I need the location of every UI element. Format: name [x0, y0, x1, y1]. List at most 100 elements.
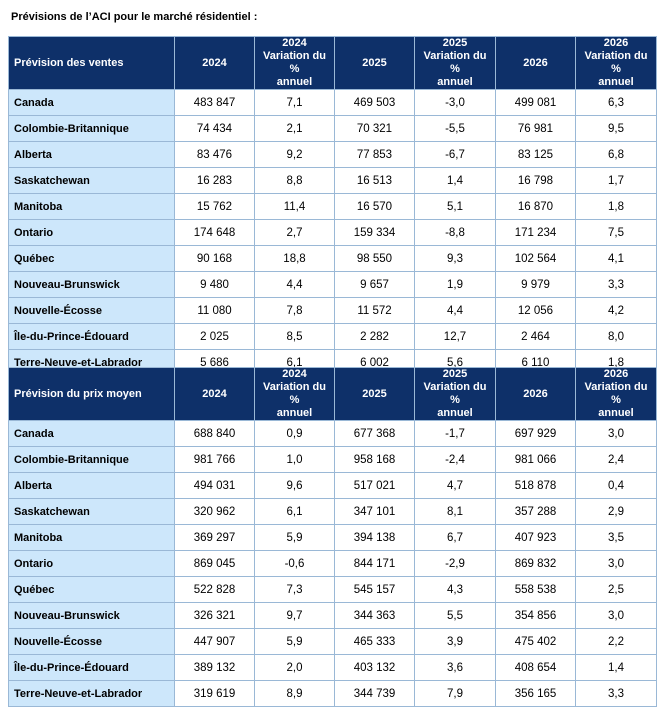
table-cell: 558 538 — [495, 576, 576, 603]
table-cell: 8,9 — [254, 680, 335, 707]
table-cell: 6,3 — [575, 89, 657, 116]
table-cell: 9,7 — [254, 602, 335, 629]
table-cell: 15 762 — [174, 193, 255, 220]
table-row: Canada 483 847 7,1 469 503 -3,0 499 081 6,3 — [8, 89, 657, 116]
table-cell: 7,3 — [254, 576, 335, 603]
column-header: 2025 — [334, 36, 415, 90]
table-cell: 8,0 — [575, 323, 657, 350]
region-label: Québec — [8, 245, 175, 272]
table-cell: 16 798 — [495, 167, 576, 194]
column-header: 2024 — [174, 367, 255, 421]
table-cell: 522 828 — [174, 576, 255, 603]
table-cell: 0,9 — [254, 420, 335, 447]
table-title-header: Prévision du prix moyen — [8, 367, 175, 421]
table-cell: 7,8 — [254, 297, 335, 324]
table-cell: 545 157 — [334, 576, 415, 603]
table-cell: 869 832 — [495, 550, 576, 577]
table-cell: -1,7 — [414, 420, 496, 447]
table-row: Alberta 83 476 9,2 77 853 -6,7 83 125 6,8 — [8, 141, 657, 168]
table-cell: 0,4 — [575, 472, 657, 499]
table-cell: 2,2 — [575, 628, 657, 655]
table-cell: 83 125 — [495, 141, 576, 168]
column-header: 2025 Variation du % annuel — [414, 367, 496, 421]
table-cell: 320 962 — [174, 498, 255, 525]
table-row: Île-du-Prince-Édouard 389 132 2,0 403 132 3,… — [8, 654, 657, 681]
table-cell: 2 025 — [174, 323, 255, 350]
table-cell: 3,3 — [575, 271, 657, 298]
table-cell: 16 570 — [334, 193, 415, 220]
table-row: Saskatchewan 16 283 8,8 16 513 1,4 16 798 1,7 — [8, 167, 657, 194]
table-cell: 4,4 — [414, 297, 496, 324]
table-cell: 4,4 — [254, 271, 335, 298]
table-cell: 5,9 — [254, 524, 335, 551]
table-row: Manitoba 15 762 11,4 16 570 5,1 16 870 1,8 — [8, 193, 657, 220]
table-cell: -2,4 — [414, 446, 496, 473]
table-cell: 5,5 — [414, 602, 496, 629]
table-cell: 3,9 — [414, 628, 496, 655]
column-header: 2024 Variation du % annuel — [254, 36, 335, 90]
table-header-row: Prévision du prix moyen 2024 2024 Variation… — [8, 367, 657, 421]
table-cell: 70 321 — [334, 115, 415, 142]
table-cell: 98 550 — [334, 245, 415, 272]
table-cell: 356 165 — [495, 680, 576, 707]
table-cell: -8,8 — [414, 219, 496, 246]
table-cell: 688 840 — [174, 420, 255, 447]
region-label: Colombie-Britannique — [8, 115, 175, 142]
table-cell: 357 288 — [495, 498, 576, 525]
table-row: Québec 90 168 18,8 98 550 9,3 102 564 4,1 — [8, 245, 657, 272]
table-cell: 344 363 — [334, 602, 415, 629]
table-cell: 869 045 — [174, 550, 255, 577]
table-cell: 9,5 — [575, 115, 657, 142]
table-cell: 677 368 — [334, 420, 415, 447]
table-cell: 347 101 — [334, 498, 415, 525]
table-cell: 9 979 — [495, 271, 576, 298]
table-cell: 958 168 — [334, 446, 415, 473]
table-cell: 2,4 — [575, 446, 657, 473]
table-cell: 174 648 — [174, 219, 255, 246]
table-cell: 171 234 — [495, 219, 576, 246]
table-cell: 3,3 — [575, 680, 657, 707]
table-cell: 9,6 — [254, 472, 335, 499]
table-cell: 319 619 — [174, 680, 255, 707]
region-label: Saskatchewan — [8, 167, 175, 194]
table-cell: 981 766 — [174, 446, 255, 473]
table-cell: 2,5 — [575, 576, 657, 603]
table-cell: 6,7 — [414, 524, 496, 551]
column-header: 2026 — [495, 36, 576, 90]
table-cell: 3,0 — [575, 420, 657, 447]
table-row: Colombie-Britannique 74 434 2,1 70 321 -5,5 7… — [8, 115, 657, 142]
table-cell: -0,6 — [254, 550, 335, 577]
region-label: Québec — [8, 576, 175, 603]
table-cell: 1,9 — [414, 271, 496, 298]
region-label: Nouvelle-Écosse — [8, 628, 175, 655]
table-cell: 844 171 — [334, 550, 415, 577]
table-cell: -5,5 — [414, 115, 496, 142]
table-cell: 5,9 — [254, 628, 335, 655]
table-cell: 11 080 — [174, 297, 255, 324]
region-label: Nouveau-Brunswick — [8, 602, 175, 629]
table-cell: 1,7 — [575, 167, 657, 194]
table-cell: 475 402 — [495, 628, 576, 655]
region-label: Île-du-Prince-Édouard — [8, 323, 175, 350]
table-cell: 354 856 — [495, 602, 576, 629]
table-cell: 76 981 — [495, 115, 576, 142]
table-cell: 9,3 — [414, 245, 496, 272]
region-label: Nouvelle-Écosse — [8, 297, 175, 324]
table-cell: 7,5 — [575, 219, 657, 246]
table-cell: 11,4 — [254, 193, 335, 220]
price-forecast-table: Prévision du prix moyen 2024 2024 Variation… — [8, 367, 657, 707]
table-cell: 102 564 — [495, 245, 576, 272]
region-label: Ontario — [8, 550, 175, 577]
table-row: Manitoba 369 297 5,9 394 138 6,7 407 923 3,5 — [8, 524, 657, 551]
table-cell: 5,1 — [414, 193, 496, 220]
column-header: 2026 — [495, 367, 576, 421]
table-row: Nouveau-Brunswick 9 480 4,4 9 657 1,9 9 979 3,… — [8, 271, 657, 298]
table-cell: 1,8 — [575, 193, 657, 220]
region-label: Ontario — [8, 219, 175, 246]
table-cell: 408 654 — [495, 654, 576, 681]
table-cell: 12,7 — [414, 323, 496, 350]
table-header-row: Prévision des ventes 2024 2024 Variation du… — [8, 36, 657, 90]
table-cell: 3,6 — [414, 654, 496, 681]
table-cell: 74 434 — [174, 115, 255, 142]
region-label: Terre-Neuve-et-Labrador — [8, 680, 175, 707]
